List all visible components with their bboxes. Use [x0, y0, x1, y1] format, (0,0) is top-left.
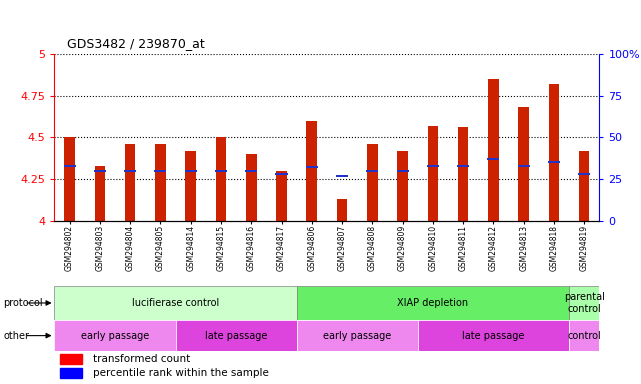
Bar — [337, 199, 347, 221]
Bar — [215, 137, 226, 221]
Bar — [306, 121, 317, 221]
Bar — [94, 170, 106, 172]
Bar — [397, 170, 409, 172]
Bar — [154, 170, 167, 172]
Bar — [487, 158, 499, 160]
Bar — [578, 173, 590, 175]
Text: lucifierase control: lucifierase control — [132, 298, 219, 308]
Bar — [185, 170, 197, 172]
Bar — [549, 84, 559, 221]
Bar — [306, 166, 318, 169]
Bar — [95, 166, 105, 221]
Text: parental
control: parental control — [564, 292, 604, 314]
Bar — [367, 144, 378, 221]
Bar — [488, 79, 499, 221]
Bar — [60, 354, 82, 364]
Bar — [246, 154, 256, 221]
Bar — [276, 173, 288, 175]
Bar — [215, 170, 227, 172]
Bar — [155, 144, 166, 221]
Bar — [427, 165, 439, 167]
Text: late passage: late passage — [205, 331, 267, 341]
Bar — [63, 165, 76, 167]
Text: protocol: protocol — [3, 298, 43, 308]
Bar — [54, 286, 297, 320]
Text: GDS3482 / 239870_at: GDS3482 / 239870_at — [67, 37, 205, 50]
Bar — [519, 107, 529, 221]
Bar — [569, 320, 599, 351]
Bar — [418, 320, 569, 351]
Bar — [428, 126, 438, 221]
Bar — [54, 320, 176, 351]
Text: control: control — [567, 331, 601, 341]
Bar — [60, 368, 82, 378]
Bar — [569, 286, 599, 320]
Text: other: other — [3, 331, 29, 341]
Text: early passage: early passage — [81, 331, 149, 341]
Bar — [457, 165, 469, 167]
Bar — [366, 170, 378, 172]
Text: transformed count: transformed count — [93, 354, 190, 364]
Bar — [579, 151, 590, 221]
Bar — [124, 170, 137, 172]
Bar — [64, 137, 75, 221]
Text: XIAP depletion: XIAP depletion — [397, 298, 469, 308]
Bar — [297, 320, 418, 351]
Bar — [297, 286, 569, 320]
Bar — [245, 170, 257, 172]
Text: late passage: late passage — [462, 331, 524, 341]
Bar — [336, 175, 348, 177]
Bar — [548, 161, 560, 164]
Text: early passage: early passage — [323, 331, 391, 341]
Bar — [458, 127, 469, 221]
Bar — [125, 144, 135, 221]
Bar — [176, 320, 297, 351]
Bar — [397, 151, 408, 221]
Bar — [518, 165, 529, 167]
Bar — [185, 151, 196, 221]
Bar — [276, 170, 287, 221]
Text: percentile rank within the sample: percentile rank within the sample — [93, 368, 269, 378]
